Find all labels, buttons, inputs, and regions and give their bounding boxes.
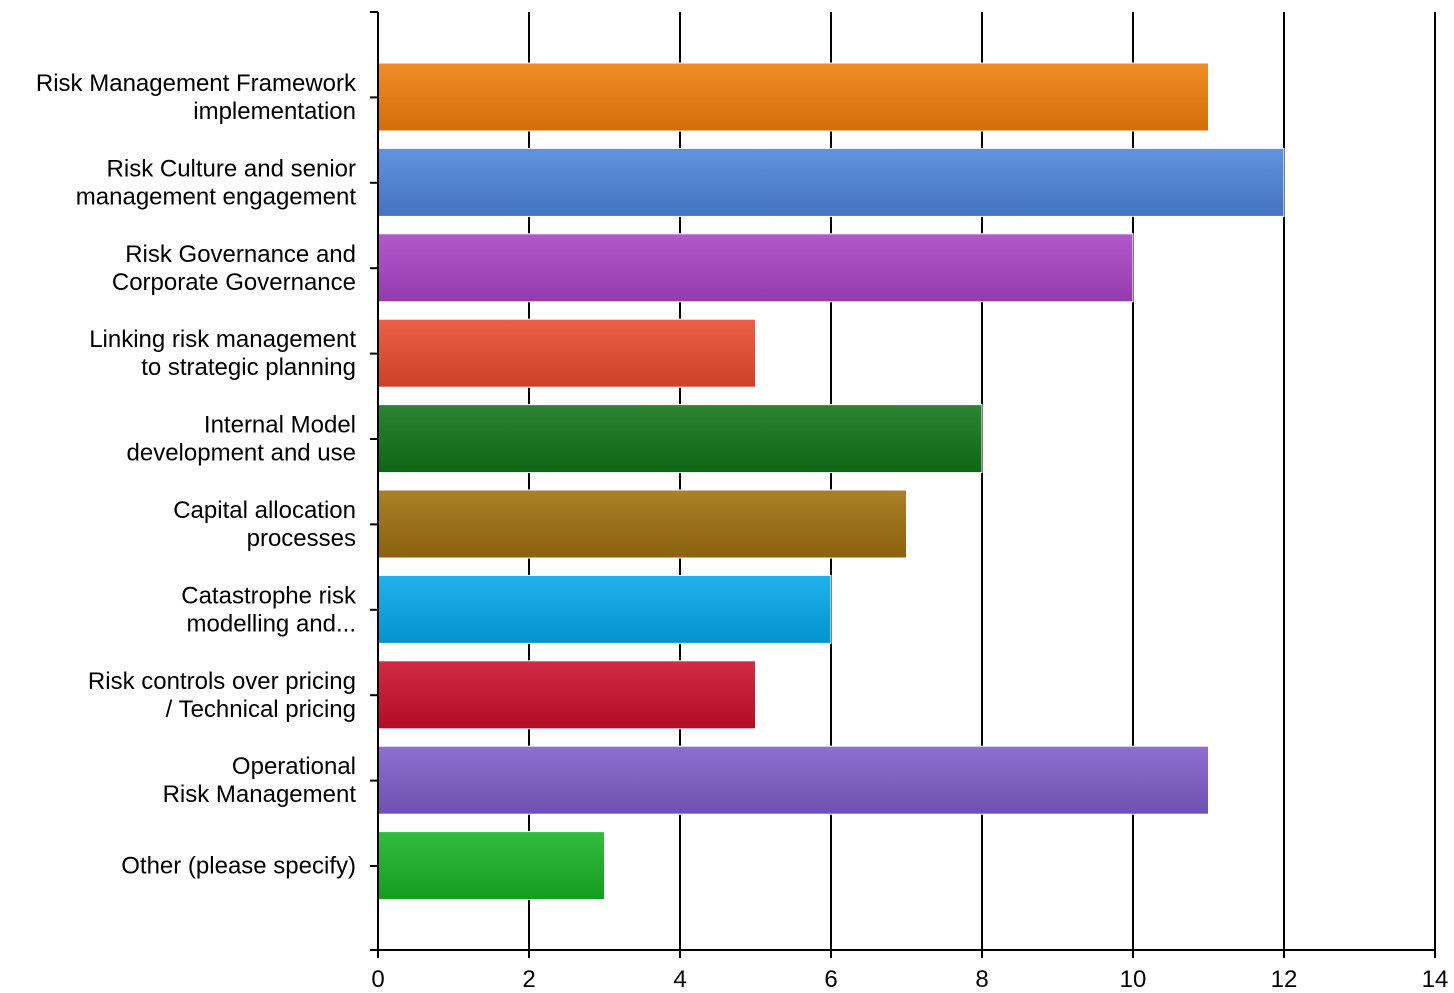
x-tick-label: 14 [1422, 966, 1449, 993]
bar-9 [377, 745, 1209, 815]
bar-3 [377, 233, 1134, 303]
category-label-line: processes [247, 525, 356, 552]
category-label: Operational Risk Management [163, 753, 357, 808]
category-label: Risk controls over pricing / Technical pr… [88, 668, 356, 723]
x-tick-label: 6 [824, 966, 837, 993]
bar-1 [377, 62, 1209, 132]
category-label-line: to strategic planning [141, 354, 356, 381]
category-label-line: Risk Management [163, 781, 357, 808]
bar-10 [377, 831, 605, 901]
category-label-line: implementation [193, 98, 356, 125]
category-label-line: Risk Governance and [125, 241, 356, 268]
category-label: Catastrophe risk modelling and... [181, 582, 357, 637]
category-label-line: Catastrophe risk [181, 582, 357, 609]
x-tick-label: 0 [371, 966, 384, 993]
bar-6 [377, 489, 907, 559]
bar-2 [377, 147, 1285, 217]
category-label-line: Internal Model [204, 412, 356, 439]
category-label: Linking risk management to strategic plan… [89, 326, 356, 381]
bar-5 [377, 404, 983, 474]
bar-7 [377, 574, 832, 644]
category-label: Risk Culture and senior management engage… [76, 155, 357, 210]
category-label-line: Risk Management Framework [36, 70, 357, 97]
category-label-line: Operational [232, 753, 356, 780]
category-label-line: Risk controls over pricing [88, 668, 356, 695]
category-label-line: development and use [127, 440, 357, 467]
x-tick-label: 4 [673, 966, 686, 993]
category-label-line: management engagement [76, 183, 357, 210]
category-label: Risk Governance and Corporate Governance [112, 241, 356, 296]
x-tick-label: 10 [1120, 966, 1147, 993]
category-label-line: Other (please specify) [121, 853, 356, 880]
bar-8 [377, 660, 756, 730]
category-label-line: modelling and... [187, 610, 356, 637]
category-label-line: Capital allocation [173, 497, 356, 524]
bar-4 [377, 318, 756, 388]
category-label: Other (please specify) [121, 853, 356, 880]
x-tick-label: 12 [1271, 966, 1298, 993]
category-label: Risk Management Framework implementation [36, 70, 357, 125]
x-tick-label: 8 [975, 966, 988, 993]
category-label-line: Linking risk management [89, 326, 356, 353]
category-label-line: / Technical pricing [166, 696, 356, 723]
category-label-line: Risk Culture and senior [107, 155, 356, 182]
category-label-line: Corporate Governance [112, 269, 356, 296]
x-tick-label: 2 [522, 966, 535, 993]
category-label: Internal Model development and use [127, 412, 357, 467]
category-label: Capital allocation processes [173, 497, 356, 552]
